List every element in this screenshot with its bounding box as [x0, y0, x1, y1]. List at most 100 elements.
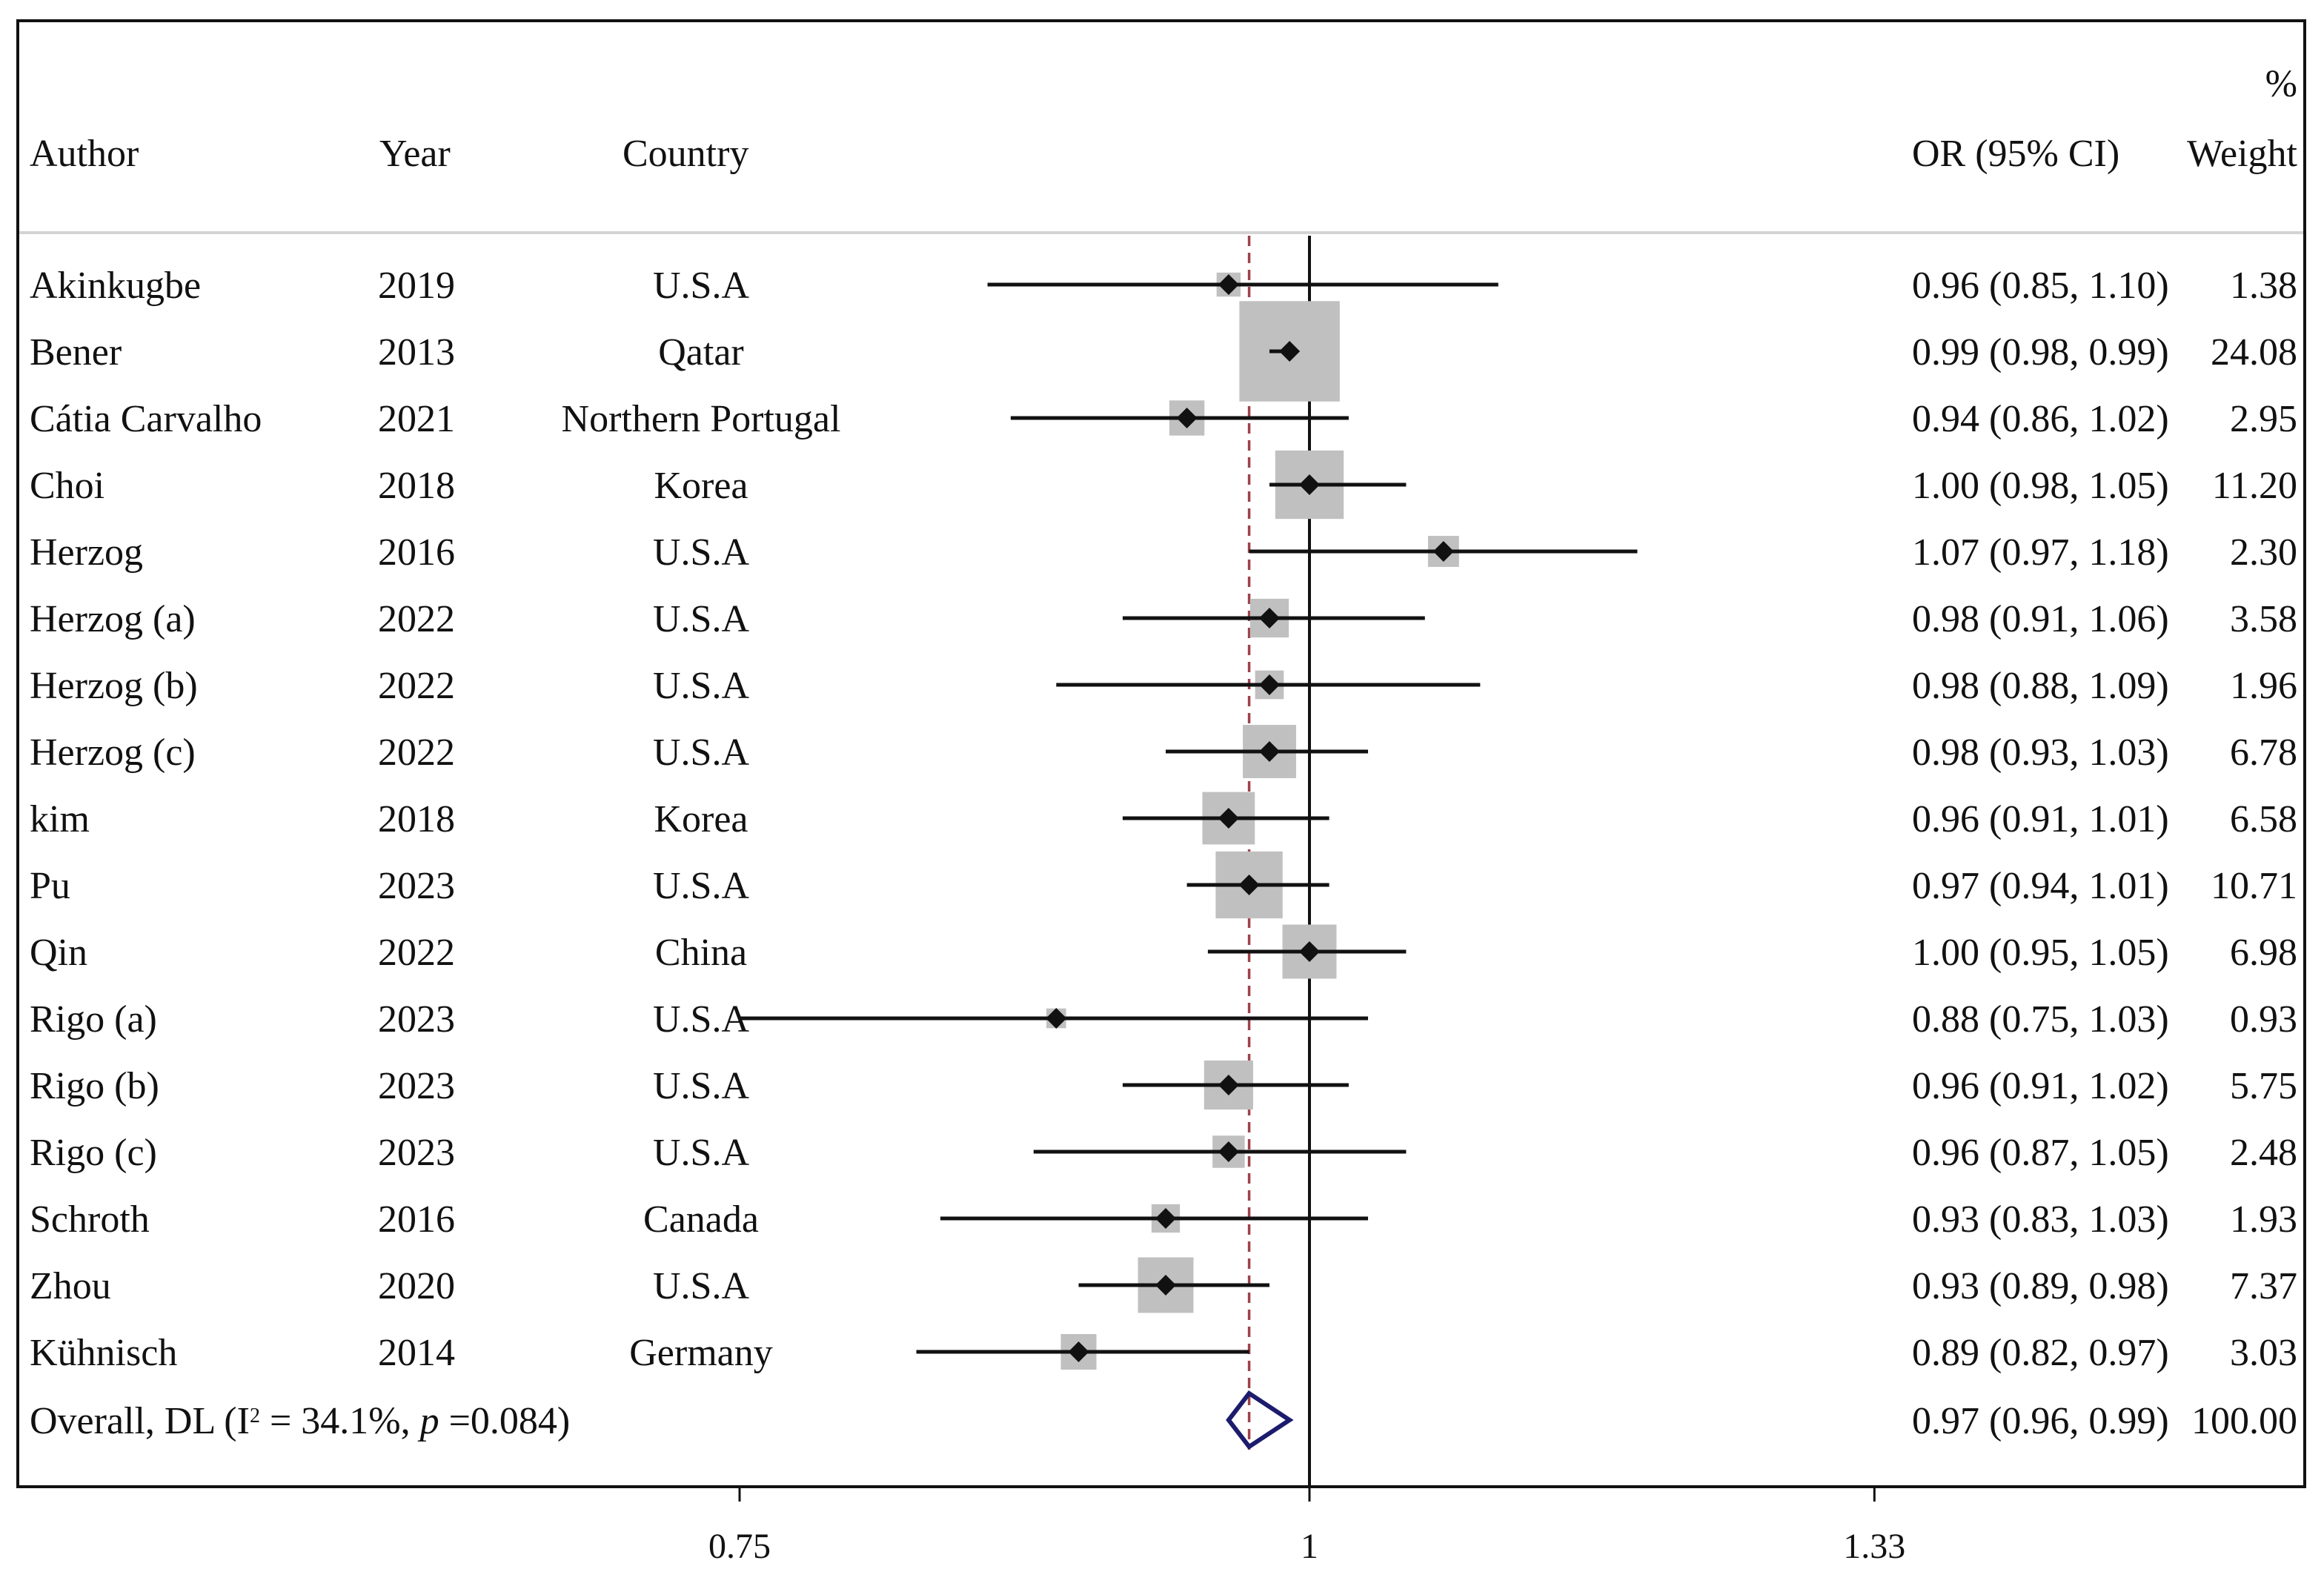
study-author: Cátia Carvalho [30, 398, 262, 440]
study-weight: 5.75 [2230, 1065, 2297, 1107]
study-weight: 10.71 [2211, 865, 2297, 907]
overall-label: Overall, DL (I2 = 34.1%, p =0.084) [30, 1400, 570, 1442]
study-country: Canada [643, 1198, 759, 1241]
header-year: Year [379, 133, 451, 175]
study-weight: 6.58 [2230, 798, 2297, 840]
study-or-ci: 0.94 (0.86, 1.02) [1912, 398, 2169, 440]
study-author: Pu [30, 865, 70, 907]
study-weight: 2.95 [2230, 398, 2297, 440]
study-or-ci: 1.00 (0.98, 1.05) [1912, 465, 2169, 507]
study-year: 2022 [378, 932, 455, 974]
header-weight: Weight [2187, 133, 2297, 175]
study-year: 2016 [378, 531, 455, 574]
study-author: Akinkugbe [30, 265, 201, 307]
point-estimate [1238, 875, 1260, 895]
study-author: Herzog (b) [30, 665, 198, 707]
study-author: Kühnisch [30, 1332, 177, 1374]
study-or-ci: 0.96 (0.87, 1.05) [1912, 1132, 2169, 1174]
axis-tick-label: 1 [1301, 1527, 1318, 1566]
point-estimate [1432, 541, 1454, 562]
study-weight: 2.30 [2230, 531, 2297, 574]
study-country: U.S.A [653, 865, 749, 907]
x-axis: 0.75 1 1.33 [708, 1487, 1905, 1566]
study-author: Rigo (a) [30, 998, 157, 1041]
study-weight: 24.08 [2211, 331, 2297, 374]
point-estimate [1218, 1075, 1239, 1095]
study-country: U.S.A [653, 1132, 749, 1174]
study-or-ci: 0.96 (0.91, 1.02) [1912, 1065, 2169, 1107]
study-or-ci: 0.98 (0.88, 1.09) [1912, 665, 2169, 707]
study-author: Zhou [30, 1265, 111, 1307]
overall-weight: 100.00 [2191, 1400, 2297, 1442]
study-author: Schroth [30, 1198, 150, 1241]
study-or-ci: 0.88 (0.75, 1.03) [1912, 998, 2169, 1041]
study-country: Korea [654, 798, 748, 840]
study-weight: 2.48 [2230, 1132, 2297, 1174]
study-or-ci: 0.98 (0.91, 1.06) [1912, 598, 2169, 640]
study-weight: 3.58 [2230, 598, 2297, 640]
study-weight: 0.93 [2230, 998, 2297, 1041]
study-country: U.S.A [653, 1265, 749, 1307]
study-country: Northern Portugal [562, 398, 841, 440]
study-country: Germany [629, 1332, 772, 1374]
point-estimate [1046, 1008, 1067, 1029]
study-year: 2013 [378, 331, 455, 374]
study-country: U.S.A [653, 531, 749, 574]
study-rows: Akinkugbe 2019 U.S.A 0.96 (0.85, 1.10) 1.38 B… [30, 265, 2297, 1442]
point-estimate [1299, 941, 1320, 962]
study-country: U.S.A [653, 1065, 749, 1107]
study-year: 2018 [378, 798, 455, 840]
axis-tick-label: 0.75 [708, 1527, 771, 1566]
point-estimate [1218, 1141, 1239, 1162]
study-year: 2023 [378, 998, 455, 1041]
study-or-ci: 0.89 (0.82, 0.97) [1912, 1332, 2169, 1374]
study-author: Rigo (b) [30, 1065, 159, 1107]
study-year: 2022 [378, 732, 455, 774]
point-estimate [1155, 1208, 1177, 1229]
point-estimate [1218, 808, 1239, 829]
study-country: U.S.A [653, 598, 749, 640]
study-year: 2020 [378, 1265, 455, 1307]
point-estimate [1218, 274, 1239, 295]
header-or-ci: OR (95% CI) [1912, 133, 2119, 175]
study-year: 2023 [378, 865, 455, 907]
study-author: Rigo (c) [30, 1132, 157, 1174]
plot-frame [16, 19, 2306, 1488]
study-author: Herzog (c) [30, 732, 196, 774]
study-year: 2021 [378, 398, 455, 440]
study-weight: 6.98 [2230, 932, 2297, 974]
axis-tick-label: 1.33 [1843, 1527, 1905, 1566]
point-estimate [1258, 608, 1280, 628]
study-weight: 1.93 [2230, 1198, 2297, 1241]
study-author: Herzog [30, 531, 143, 574]
study-weight: 11.20 [2212, 465, 2297, 507]
point-estimate [1155, 1275, 1177, 1296]
study-weight: 6.78 [2230, 732, 2297, 774]
study-author: Qin [30, 932, 87, 974]
study-or-ci: 0.97 (0.94, 1.01) [1912, 865, 2169, 907]
study-country: U.S.A [653, 998, 749, 1041]
study-country: U.S.A [653, 265, 749, 307]
study-weight: 3.03 [2230, 1332, 2297, 1374]
study-country: Korea [654, 465, 748, 507]
study-weight: 1.96 [2230, 665, 2297, 707]
study-year: 2016 [378, 1198, 455, 1241]
study-year: 2019 [378, 265, 455, 307]
point-estimate [1258, 741, 1280, 762]
study-year: 2018 [378, 465, 455, 507]
study-weight: 1.38 [2230, 265, 2297, 307]
study-country: Qatar [658, 331, 743, 374]
study-country: China [655, 932, 747, 974]
study-or-ci: 0.96 (0.91, 1.01) [1912, 798, 2169, 840]
study-or-ci: 0.93 (0.89, 0.98) [1912, 1265, 2169, 1307]
study-year: 2022 [378, 598, 455, 640]
study-author: kim [30, 798, 90, 840]
study-or-ci: 0.98 (0.93, 1.03) [1912, 732, 2169, 774]
study-or-ci: 0.93 (0.83, 1.03) [1912, 1198, 2169, 1241]
header-author: Author [30, 133, 139, 175]
study-country: U.S.A [653, 732, 749, 774]
study-or-ci: 1.00 (0.95, 1.05) [1912, 932, 2169, 974]
study-author: Choi [30, 465, 104, 507]
